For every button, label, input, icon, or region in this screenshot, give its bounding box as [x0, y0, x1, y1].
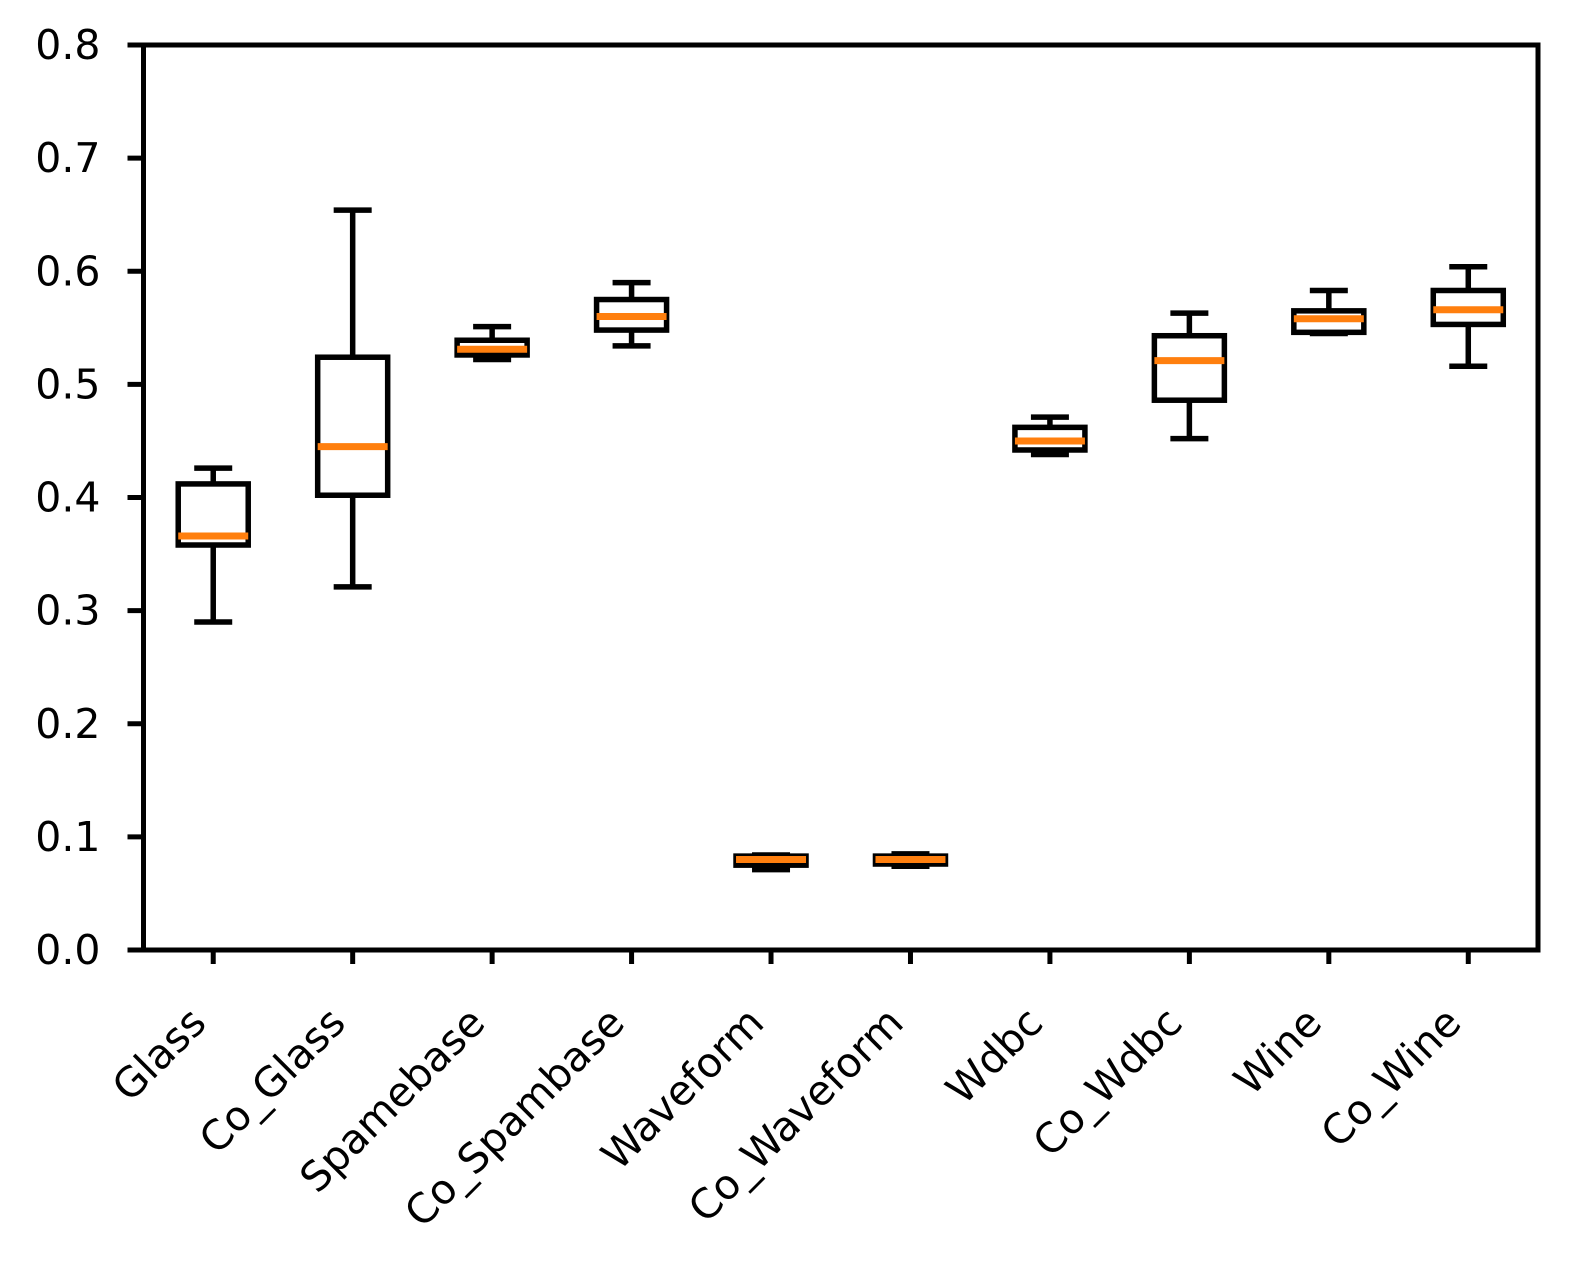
- box-Co_Wdbc: [1151, 332, 1228, 403]
- y-axis-tick-label: 0.3: [35, 587, 100, 635]
- x-axis-tick-label: Wdbc: [937, 998, 1052, 1113]
- y-axis-tick-label: 0.6: [35, 247, 100, 295]
- y-axis-tick-label: 0.7: [35, 134, 100, 182]
- y-axis-tick-label: 0.0: [35, 926, 100, 974]
- x-axis-tick-label: Co_Wine: [1312, 998, 1471, 1157]
- x-axis-tick-label: Wine: [1225, 998, 1331, 1104]
- y-axis-tick-label: 0.2: [35, 700, 100, 748]
- x-axis-tick-label: Co_Wdbc: [1024, 998, 1192, 1166]
- y-axis-tick-label: 0.8: [35, 21, 100, 69]
- x-axis-tick-label: Glass: [103, 998, 215, 1110]
- y-axis-tick-label: 0.5: [35, 360, 100, 408]
- y-axis-tick-label: 0.1: [35, 813, 100, 861]
- box-Co_Glass: [314, 354, 391, 498]
- y-axis-tick-label: 0.4: [35, 474, 100, 522]
